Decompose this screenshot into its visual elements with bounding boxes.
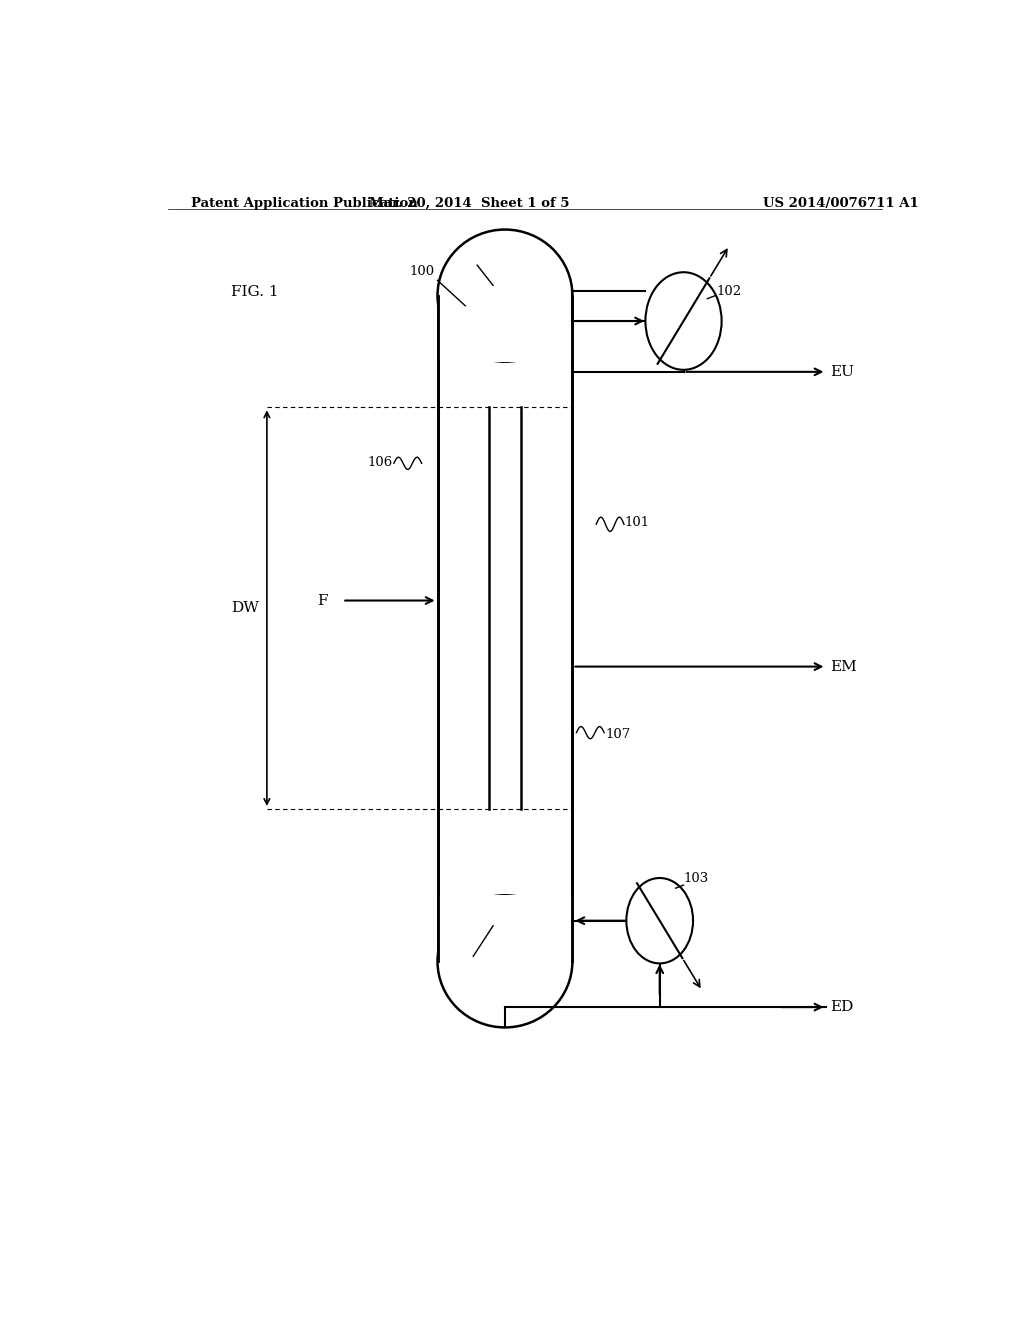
Text: ED: ED bbox=[830, 1001, 854, 1014]
Text: EM: EM bbox=[830, 660, 857, 673]
Ellipse shape bbox=[437, 895, 572, 1027]
Text: 104: 104 bbox=[469, 249, 495, 263]
Text: 107: 107 bbox=[605, 727, 630, 741]
Circle shape bbox=[627, 878, 693, 964]
Text: F: F bbox=[317, 594, 328, 607]
Bar bbox=[437, 296, 572, 362]
Text: 103: 103 bbox=[684, 873, 709, 886]
Ellipse shape bbox=[437, 230, 572, 362]
Text: FIG. 1: FIG. 1 bbox=[231, 285, 279, 300]
Text: 101: 101 bbox=[625, 516, 650, 529]
Text: 102: 102 bbox=[717, 285, 742, 297]
Text: 106: 106 bbox=[368, 457, 393, 470]
Text: 105: 105 bbox=[472, 954, 497, 968]
Bar bbox=[437, 895, 572, 961]
Text: US 2014/0076711 A1: US 2014/0076711 A1 bbox=[763, 197, 919, 210]
Text: DW: DW bbox=[230, 601, 259, 615]
Text: EU: EU bbox=[830, 364, 854, 379]
Text: Mar. 20, 2014  Sheet 1 of 5: Mar. 20, 2014 Sheet 1 of 5 bbox=[369, 197, 569, 210]
Text: Patent Application Publication: Patent Application Publication bbox=[191, 197, 418, 210]
Circle shape bbox=[645, 272, 722, 370]
Text: 100: 100 bbox=[410, 265, 435, 279]
